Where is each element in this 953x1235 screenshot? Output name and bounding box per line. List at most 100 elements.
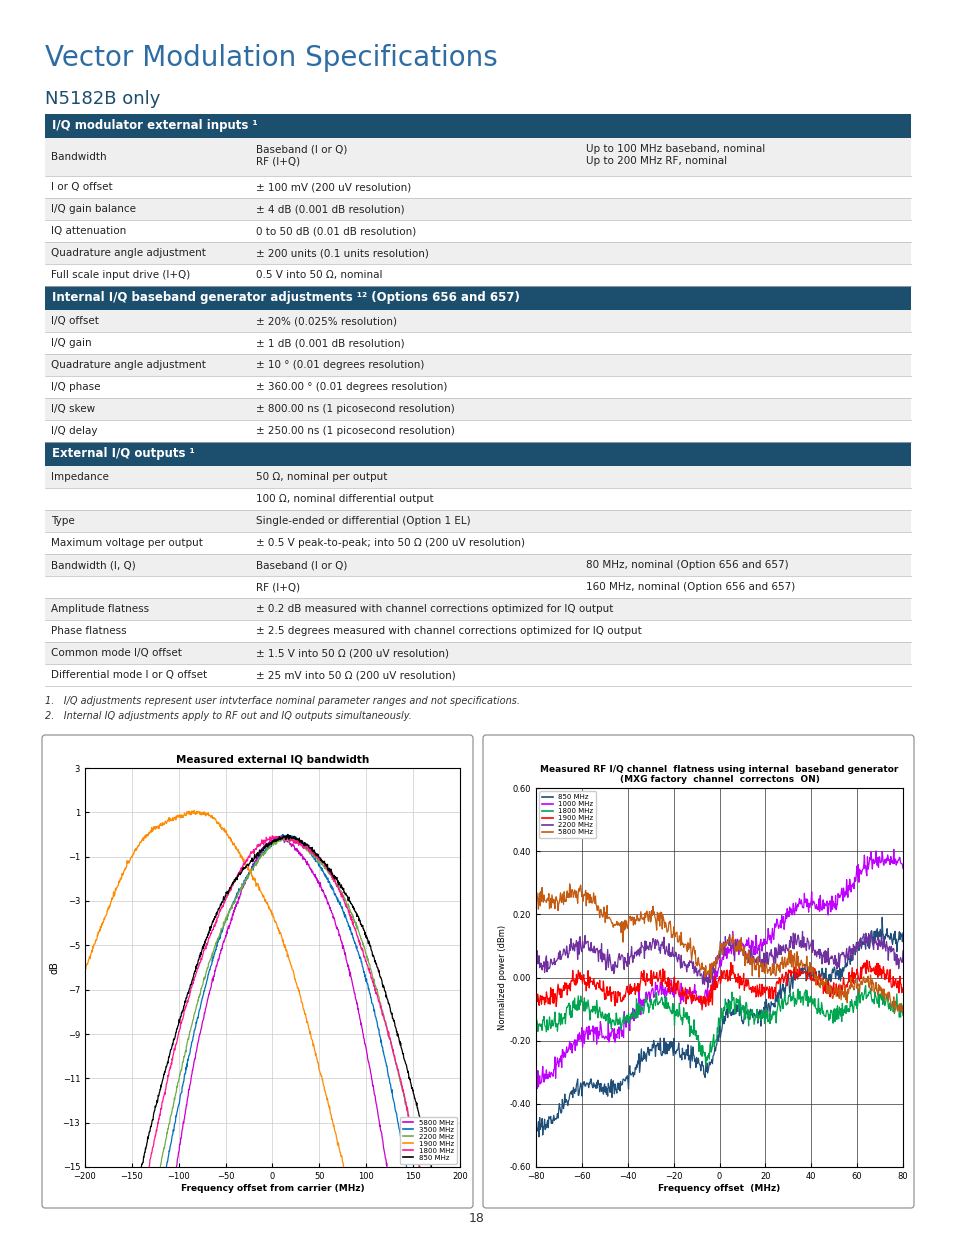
5800 MHz bbox=[272, 829, 283, 844]
Text: Quadrature angle adjustment: Quadrature angle adjustment bbox=[51, 359, 206, 370]
Text: I/Q offset: I/Q offset bbox=[51, 316, 99, 326]
Text: RF (I+Q): RF (I+Q) bbox=[255, 156, 300, 165]
1000 MHz bbox=[624, 1010, 636, 1025]
850 MHz bbox=[244, 856, 255, 871]
Text: ± 0.5 V peak-to-peak; into 50 Ω (200 uV resolution): ± 0.5 V peak-to-peak; into 50 Ω (200 uV … bbox=[255, 538, 524, 548]
Bar bbox=[45, 398, 910, 420]
1000 MHz bbox=[596, 1025, 607, 1040]
Text: 160 MHz, nominal (Option 656 and 657): 160 MHz, nominal (Option 656 and 657) bbox=[585, 582, 795, 592]
850 MHz bbox=[378, 983, 390, 998]
Text: I/Q gain balance: I/Q gain balance bbox=[51, 204, 136, 214]
5800 MHz bbox=[775, 957, 786, 972]
1800 MHz bbox=[595, 1009, 606, 1024]
Bar bbox=[45, 198, 910, 220]
850 MHz bbox=[336, 882, 348, 897]
Text: RF (I+Q): RF (I+Q) bbox=[255, 582, 300, 592]
1000 MHz bbox=[775, 908, 786, 923]
5800 MHz bbox=[530, 889, 541, 904]
Line: 2200 MHz: 2200 MHz bbox=[85, 837, 459, 1189]
1800 MHz bbox=[859, 978, 870, 993]
Bar bbox=[45, 138, 910, 177]
850 MHz bbox=[530, 1110, 541, 1125]
3500 MHz bbox=[79, 1182, 91, 1197]
Text: ± 0.2 dB measured with channel corrections optimized for IQ output: ± 0.2 dB measured with channel correctio… bbox=[255, 604, 613, 614]
850 MHz bbox=[876, 910, 887, 925]
3500 MHz bbox=[378, 1050, 390, 1065]
Bar bbox=[45, 420, 910, 442]
5800 MHz bbox=[378, 1145, 390, 1160]
Text: Impedance: Impedance bbox=[51, 472, 109, 482]
1900 MHz bbox=[454, 1182, 465, 1197]
3500 MHz bbox=[336, 904, 348, 919]
1800 MHz bbox=[897, 1008, 908, 1023]
2200 MHz bbox=[807, 942, 819, 957]
5800 MHz bbox=[806, 960, 818, 974]
Text: Internal I/Q baseband generator adjustments ¹² (Options 656 and 657): Internal I/Q baseband generator adjustme… bbox=[52, 291, 519, 305]
Text: ± 800.00 ns (1 picosecond resolution): ± 800.00 ns (1 picosecond resolution) bbox=[255, 404, 455, 414]
850 MHz bbox=[697, 1058, 708, 1073]
Line: 1800 MHz: 1800 MHz bbox=[536, 986, 902, 1066]
1800 MHz bbox=[806, 992, 818, 1007]
1900 MHz bbox=[378, 1182, 390, 1197]
1800 MHz bbox=[79, 1182, 91, 1197]
1800 MHz bbox=[775, 994, 786, 1009]
X-axis label: Frequency offset  (MHz): Frequency offset (MHz) bbox=[658, 1183, 780, 1193]
Text: ± 200 units (0.1 units resolution): ± 200 units (0.1 units resolution) bbox=[255, 248, 429, 258]
Text: ± 25 mV into 50 Ω (200 uV resolution): ± 25 mV into 50 Ω (200 uV resolution) bbox=[255, 671, 456, 680]
1800 MHz bbox=[624, 1009, 636, 1024]
1800 MHz bbox=[454, 1182, 465, 1197]
FancyBboxPatch shape bbox=[42, 735, 473, 1208]
3500 MHz bbox=[244, 863, 255, 878]
5800 MHz bbox=[454, 1182, 465, 1197]
Bar bbox=[45, 532, 910, 555]
Text: 100 Ω, nominal differential output: 100 Ω, nominal differential output bbox=[255, 494, 434, 504]
Y-axis label: Normalized power (dBm): Normalized power (dBm) bbox=[497, 925, 506, 1030]
5800 MHz bbox=[336, 940, 348, 955]
850 MHz bbox=[281, 827, 293, 842]
Text: Up to 100 MHz baseband, nominal: Up to 100 MHz baseband, nominal bbox=[585, 144, 764, 154]
Bar bbox=[45, 510, 910, 532]
1900 MHz bbox=[336, 1155, 348, 1170]
Line: 850 MHz: 850 MHz bbox=[85, 835, 459, 1189]
Text: 80 MHz, nominal (Option 656 and 657): 80 MHz, nominal (Option 656 and 657) bbox=[585, 559, 788, 571]
1800 MHz bbox=[696, 1049, 707, 1063]
Text: Type: Type bbox=[51, 516, 74, 526]
Text: Common mode I/Q offset: Common mode I/Q offset bbox=[51, 648, 182, 658]
Line: 5800 MHz: 5800 MHz bbox=[85, 836, 459, 1189]
1800 MHz bbox=[530, 1005, 541, 1020]
1900 MHz bbox=[624, 977, 636, 992]
850 MHz bbox=[231, 871, 242, 885]
Text: Baseband (I or Q): Baseband (I or Q) bbox=[255, 559, 347, 571]
2200 MHz bbox=[701, 979, 713, 994]
5800 MHz bbox=[596, 905, 607, 920]
5800 MHz bbox=[244, 863, 255, 878]
3500 MHz bbox=[372, 1020, 383, 1035]
850 MHz bbox=[897, 925, 908, 940]
850 MHz bbox=[117, 1182, 129, 1197]
Text: I or Q offset: I or Q offset bbox=[51, 182, 112, 191]
Line: 1900 MHz: 1900 MHz bbox=[536, 961, 902, 1010]
2200 MHz bbox=[454, 1182, 465, 1197]
Text: Single-ended or differential (Option 1 EL): Single-ended or differential (Option 1 E… bbox=[255, 516, 470, 526]
Line: 3500 MHz: 3500 MHz bbox=[85, 835, 459, 1189]
1900 MHz bbox=[696, 1003, 707, 1018]
Text: ± 4 dB (0.001 dB resolution): ± 4 dB (0.001 dB resolution) bbox=[255, 204, 404, 214]
Text: Maximum voltage per output: Maximum voltage per output bbox=[51, 538, 203, 548]
2200 MHz bbox=[775, 940, 786, 955]
Text: Full scale input drive (I+Q): Full scale input drive (I+Q) bbox=[51, 270, 190, 280]
Text: ± 250.00 ns (1 picosecond resolution): ± 250.00 ns (1 picosecond resolution) bbox=[255, 426, 455, 436]
Line: 1000 MHz: 1000 MHz bbox=[536, 850, 902, 1088]
Line: 1800 MHz: 1800 MHz bbox=[85, 836, 459, 1189]
3500 MHz bbox=[117, 1182, 129, 1197]
Text: I/Q skew: I/Q skew bbox=[51, 404, 95, 414]
5800 MHz bbox=[624, 913, 636, 927]
Text: I/Q delay: I/Q delay bbox=[51, 426, 97, 436]
Bar bbox=[45, 177, 910, 198]
Text: Phase flatness: Phase flatness bbox=[51, 626, 127, 636]
5800 MHz bbox=[746, 951, 758, 966]
1900 MHz bbox=[79, 962, 91, 977]
2200 MHz bbox=[79, 1182, 91, 1197]
1800 MHz bbox=[372, 990, 383, 1005]
Text: Up to 200 MHz RF, nominal: Up to 200 MHz RF, nominal bbox=[585, 156, 726, 165]
850 MHz bbox=[624, 1068, 636, 1083]
